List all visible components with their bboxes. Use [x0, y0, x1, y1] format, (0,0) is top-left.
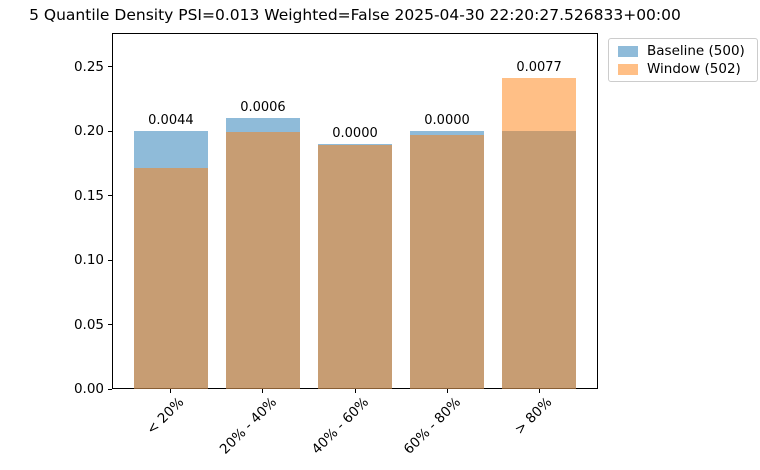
- legend-item-baseline: Baseline (500): [618, 44, 750, 59]
- x-tick-mark: [538, 389, 540, 393]
- x-tick-mark: [354, 389, 356, 393]
- bar-window-2: [318, 144, 392, 389]
- x-tick-mark: [262, 389, 264, 393]
- bar-annotation-3: 0.0000: [424, 113, 470, 129]
- bar-window-4: [502, 78, 576, 389]
- y-tick-label: 0.00: [73, 381, 104, 397]
- bar-annotation-1: 0.0006: [240, 100, 286, 116]
- x-tick-label: > 80%: [512, 394, 556, 438]
- y-tick-mark: [108, 259, 112, 261]
- bar-window-1: [226, 132, 300, 389]
- y-tick-label: 0.05: [73, 316, 104, 333]
- bar-window-3: [410, 134, 484, 389]
- bar-annotation-2: 0.0000: [332, 125, 378, 141]
- legend-swatch-baseline-icon: [618, 46, 638, 57]
- y-tick-label: 0.15: [73, 187, 104, 204]
- legend-swatch-window-icon: [618, 64, 638, 75]
- chart-title: 5 Quantile Density PSI=0.013 Weighted=Fa…: [29, 6, 681, 24]
- x-tick-mark: [446, 389, 448, 393]
- y-tick-mark: [108, 130, 112, 132]
- y-tick-label: 0.10: [73, 252, 104, 268]
- y-tick-mark: [108, 324, 112, 325]
- y-tick-label: 0.20: [73, 123, 104, 140]
- bar-annotation-4: 0.0077: [516, 60, 562, 76]
- x-tick-mark: [170, 389, 172, 393]
- bar-annotation-0: 0.0044: [148, 113, 194, 129]
- legend-label-window: Window (502): [647, 61, 741, 77]
- x-tick-label: 40% - 60%: [308, 394, 372, 458]
- bar-window-0: [134, 168, 208, 389]
- y-tick-mark: [108, 66, 112, 68]
- legend: Baseline (500) Window (502): [608, 38, 758, 82]
- y-tick-mark: [108, 195, 112, 197]
- legend-item-window: Window (502): [618, 62, 750, 77]
- x-tick-label: 60% - 80%: [400, 394, 464, 458]
- legend-label-baseline: Baseline (500): [647, 43, 745, 59]
- x-tick-label: < 20%: [143, 394, 188, 438]
- y-tick-label: 0.25: [73, 58, 104, 75]
- x-tick-label: 20% - 40%: [216, 394, 280, 458]
- y-tick-mark: [108, 388, 112, 390]
